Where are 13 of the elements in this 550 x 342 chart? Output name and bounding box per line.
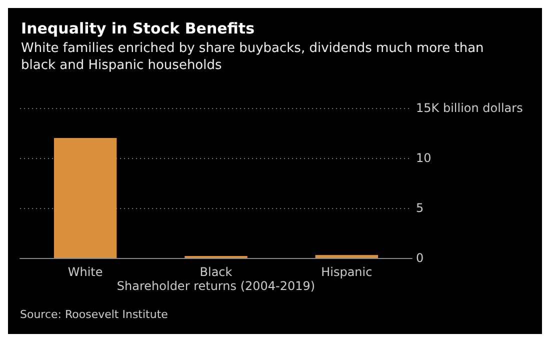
x-tick-label: Black bbox=[200, 265, 232, 279]
x-tick-label: White bbox=[68, 265, 103, 279]
y-tick-label: 0 bbox=[416, 251, 424, 265]
chart-title: Inequality in Stock Benefits bbox=[21, 20, 255, 38]
bar bbox=[315, 255, 378, 258]
source-note: Source: Roosevelt Institute bbox=[20, 308, 168, 321]
chart-subtitle: White families enriched by share buybacks, dividends much more than black and Hispanic households bbox=[21, 41, 484, 73]
bar bbox=[54, 138, 117, 258]
x-axis-title: Shareholder returns (2004-2019) bbox=[116, 279, 316, 293]
x-tick-label: Hispanic bbox=[321, 265, 372, 279]
y-tick-label: 5 bbox=[416, 201, 424, 215]
y-tick-label: 15K billion dollars bbox=[416, 101, 523, 115]
y-tick-label: 10 bbox=[416, 151, 432, 165]
